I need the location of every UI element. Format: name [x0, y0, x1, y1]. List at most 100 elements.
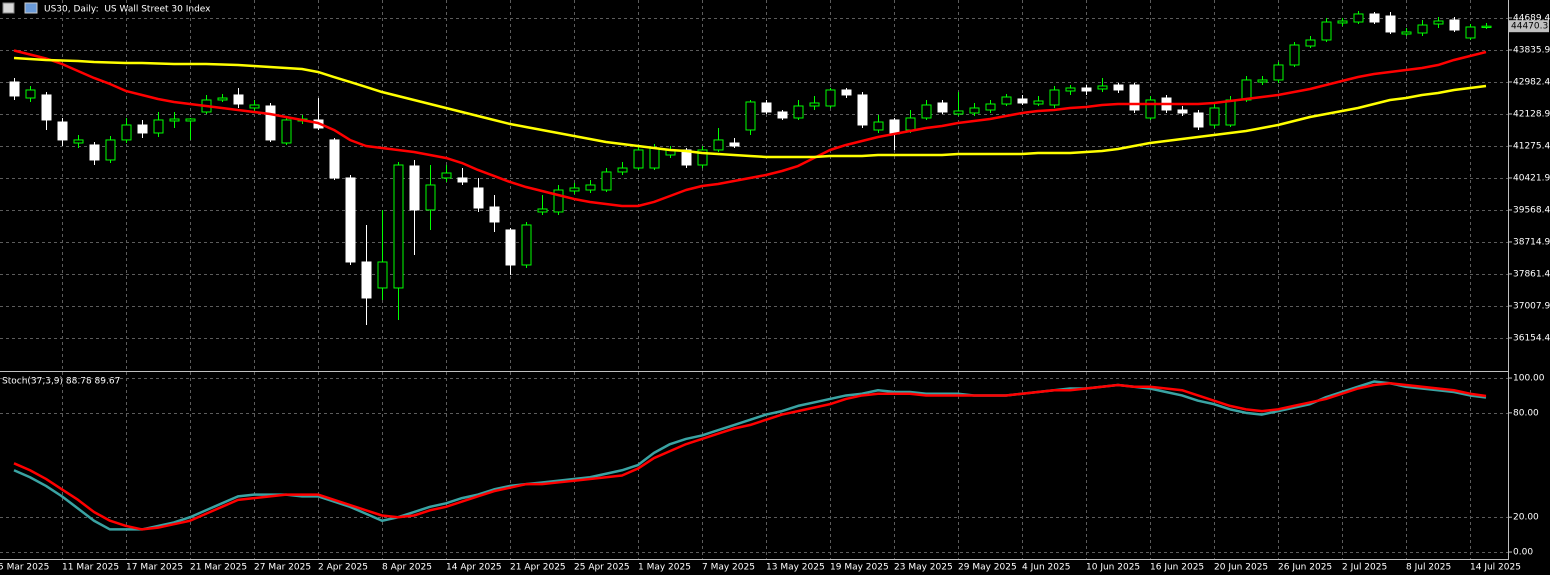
chart-title: US30, Daily: US Wall Street 30 Index	[44, 5, 211, 15]
candle-body	[1337, 20, 1348, 24]
y-tick-label: 42128.9	[1513, 109, 1550, 119]
x-tick-label: 23 May 2025	[894, 563, 953, 573]
candle-body	[649, 147, 660, 169]
candle-body	[1273, 64, 1284, 81]
x-tick-label: 10 Jun 2025	[1086, 563, 1140, 573]
x-tick-label: 7 May 2025	[702, 563, 755, 573]
candle-body	[1113, 84, 1124, 91]
candle-body	[1193, 112, 1204, 128]
candle-body	[873, 121, 884, 131]
x-tick-label: 21 Mar 2025	[190, 563, 247, 573]
candle-body	[809, 102, 820, 107]
candle-body	[57, 121, 68, 141]
candle-body	[1033, 100, 1044, 105]
candle-body	[329, 139, 340, 179]
icon	[2, 2, 15, 14]
series-line	[13, 380, 1487, 531]
candle-body	[697, 149, 708, 166]
candle-body	[1017, 98, 1028, 104]
y-tick-label: 0.00	[1513, 548, 1533, 558]
x-tick-label: 14 Jul 2025	[1470, 563, 1521, 573]
candle-body	[1225, 99, 1236, 126]
x-tick-label: 21 Apr 2025	[510, 563, 566, 573]
candle-body	[1433, 20, 1444, 25]
x-tick-label: 25 Apr 2025	[574, 563, 630, 573]
series-line	[13, 49, 1487, 208]
candle-body	[905, 117, 916, 131]
candle-body	[1241, 79, 1252, 101]
last-price-label: 44470.3	[1511, 22, 1548, 32]
candle-body	[777, 111, 788, 119]
x-tick-label: 17 Mar 2025	[126, 563, 183, 573]
x-tick-label: 5 Mar 2025	[0, 563, 49, 573]
candle-body	[489, 206, 500, 223]
series-line	[13, 56, 1487, 159]
candle-body	[233, 94, 244, 105]
candle-body	[25, 89, 36, 99]
y-tick-label: 20.00	[1513, 513, 1539, 523]
y-tick-label: 38714.9	[1513, 237, 1550, 247]
candle-body	[249, 104, 260, 109]
x-tick-label: 20 Jun 2025	[1214, 563, 1268, 573]
candle-body	[217, 97, 228, 101]
candle-body	[1385, 15, 1396, 33]
icon	[24, 2, 38, 14]
candle-body	[1289, 44, 1300, 66]
candle-body	[521, 224, 532, 266]
candle-body	[89, 144, 100, 161]
y-tick-label: 44689.4	[1513, 13, 1550, 23]
candle-body	[153, 119, 164, 134]
x-tick-label: 1 May 2025	[638, 563, 691, 573]
candle-body	[361, 261, 372, 299]
candle-body	[1481, 25, 1492, 28]
y-tick-label: 36154.4	[1513, 333, 1550, 343]
candle-body	[617, 167, 628, 173]
y-tick-label: 42982.4	[1513, 77, 1550, 87]
x-tick-label: 27 Mar 2025	[254, 563, 311, 573]
candle-body	[1305, 39, 1316, 47]
candle-body	[857, 94, 868, 126]
candle-body	[73, 139, 84, 144]
candle-body	[1145, 99, 1156, 119]
marks-layer	[9, 10, 1492, 531]
series-line	[13, 382, 1487, 531]
candle-body	[9, 81, 20, 97]
x-tick-label: 4 Jun 2025	[1022, 563, 1070, 573]
candle-body	[377, 261, 388, 289]
candle-body	[745, 101, 756, 131]
candle-body	[569, 187, 580, 192]
x-tick-label: 2 Jul 2025	[1342, 563, 1387, 573]
candle-body	[409, 165, 420, 211]
candle-body	[425, 184, 436, 211]
last-price-box	[1509, 20, 1549, 33]
candle-body	[1369, 13, 1380, 23]
candle-body	[41, 94, 52, 121]
candle-body	[1097, 85, 1108, 90]
candle-body	[841, 89, 852, 96]
x-tick-label: 14 Apr 2025	[446, 563, 502, 573]
labels-layer: 44689.4 43835.9 42982.4 42128.9 41275.4 40421…	[0, 13, 1550, 572]
y-tick-label: 40421.9	[1513, 173, 1550, 183]
candle-body	[921, 104, 932, 119]
candle-body	[633, 149, 644, 169]
x-tick-label: 26 Jun 2025	[1278, 563, 1332, 573]
candle-body	[505, 229, 516, 266]
y-tick-label: 39568.4	[1513, 205, 1550, 215]
x-tick-label: 11 Mar 2025	[62, 563, 119, 573]
candle-body	[985, 103, 996, 111]
candle-body	[761, 102, 772, 113]
candle-body	[1321, 21, 1332, 41]
candle-body	[1353, 13, 1364, 23]
x-tick-label: 2 Apr 2025	[318, 563, 368, 573]
candle-body	[105, 139, 116, 161]
x-tick-label: 8 Jul 2025	[1406, 563, 1451, 573]
candle-body	[601, 171, 612, 191]
x-tick-label: 8 Apr 2025	[382, 563, 432, 573]
x-tick-label: 13 May 2025	[766, 563, 825, 573]
candle-body	[1465, 26, 1476, 39]
candle-body	[889, 119, 900, 135]
candle-body	[1209, 107, 1220, 126]
candle-body	[441, 172, 452, 179]
